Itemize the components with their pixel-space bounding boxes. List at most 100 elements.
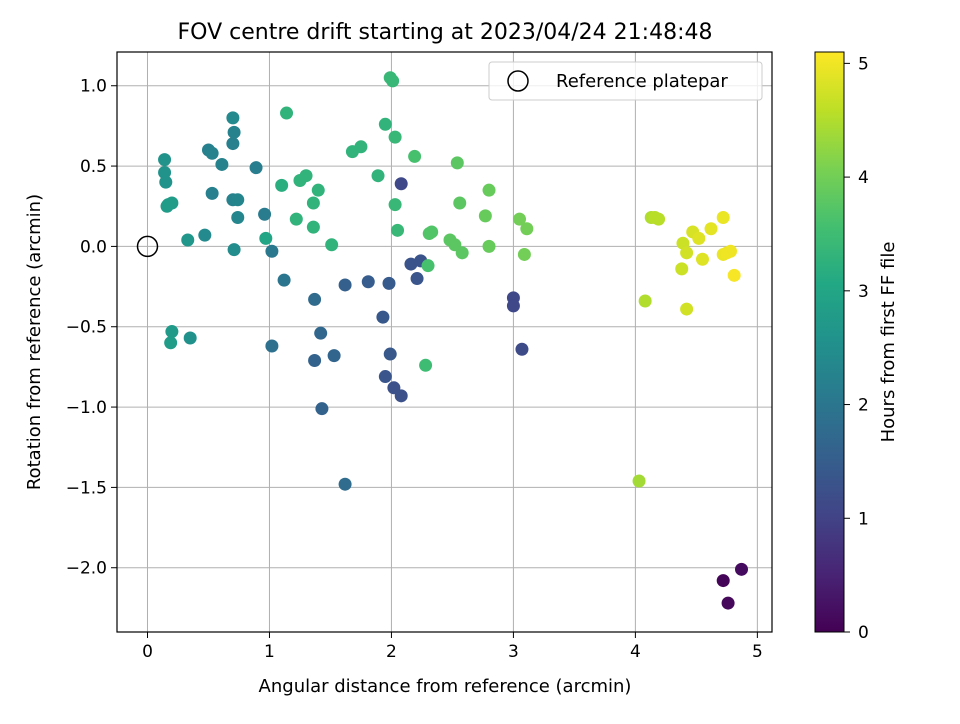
y-tick-label: 0.0 — [80, 237, 107, 257]
data-point — [716, 574, 730, 588]
data-point — [724, 244, 738, 258]
data-point — [327, 349, 341, 363]
x-tick-label: 1 — [264, 642, 275, 662]
data-point — [354, 140, 368, 154]
data-point — [299, 169, 313, 183]
colorbar-tick-label: 2 — [858, 396, 869, 416]
y-tick-label: −2.0 — [66, 559, 107, 579]
data-point — [675, 262, 689, 276]
data-point — [680, 302, 694, 316]
data-point — [311, 183, 325, 197]
data-point — [205, 146, 219, 160]
y-tick-label: −1.5 — [66, 478, 107, 498]
data-point — [371, 169, 385, 183]
data-point — [227, 243, 241, 257]
data-point — [652, 212, 666, 226]
data-point — [388, 198, 402, 212]
data-point — [735, 562, 749, 576]
data-point — [378, 117, 392, 131]
data-point — [306, 196, 320, 210]
data-point — [513, 212, 527, 226]
chart-title: FOV centre drift starting at 2023/04/24 … — [178, 20, 713, 45]
colorbar-tick-label: 5 — [858, 54, 869, 74]
data-point — [226, 137, 240, 151]
x-tick-label: 5 — [752, 642, 763, 662]
y-axis-label: Rotation from reference (arcmin) — [24, 194, 45, 490]
colorbar-tick-label: 0 — [858, 623, 869, 643]
data-point — [704, 222, 718, 236]
data-point — [453, 196, 467, 210]
data-point — [277, 273, 291, 287]
data-point — [158, 165, 172, 179]
data-point — [231, 210, 245, 224]
data-point — [215, 157, 229, 171]
data-point — [165, 196, 179, 210]
data-point — [382, 276, 396, 290]
data-point — [391, 223, 405, 237]
data-point — [159, 175, 173, 189]
y-tick-label: −1.0 — [66, 398, 107, 418]
data-point — [506, 299, 520, 313]
data-point — [421, 259, 435, 273]
colorbar-label: Hours from first FF file — [878, 242, 899, 443]
data-point — [515, 342, 529, 356]
x-tick-label: 2 — [386, 642, 397, 662]
colorbar-gradient — [814, 51, 845, 633]
data-point — [265, 244, 279, 258]
data-point — [308, 353, 322, 367]
data-point — [394, 177, 408, 191]
data-point — [314, 326, 328, 340]
data-point — [183, 331, 197, 345]
data-point — [280, 106, 294, 120]
y-tick-label: −0.5 — [66, 318, 107, 338]
colorbar-tick-label: 1 — [858, 509, 869, 529]
data-point — [289, 212, 303, 226]
grid-lines — [117, 52, 772, 632]
data-point — [259, 231, 273, 245]
data-point — [455, 246, 469, 260]
data-point — [181, 233, 195, 247]
data-point — [517, 247, 531, 261]
x-axis-label: Angular distance from reference (arcmin) — [259, 676, 632, 697]
data-point — [158, 153, 172, 167]
data-point — [265, 339, 279, 353]
colorbar: 0 1 2 3 4 5 Hours from first FF file — [814, 51, 899, 643]
legend: Reference platepar — [488, 61, 763, 101]
data-point — [716, 210, 730, 224]
y-tick-label: 0.5 — [80, 157, 107, 177]
data-point — [325, 238, 339, 252]
data-point — [450, 156, 464, 170]
data-point — [482, 183, 496, 197]
y-axis-ticks: −2.0 −1.5 −1.0 −0.5 0.0 0.5 1.0 — [66, 77, 117, 579]
data-point — [249, 161, 263, 175]
data-point — [226, 111, 240, 125]
x-tick-label: 0 — [142, 642, 153, 662]
colorbar-tick-label: 4 — [858, 168, 869, 188]
data-point — [231, 193, 245, 207]
data-point — [419, 358, 433, 372]
data-point — [482, 239, 496, 253]
data-point — [680, 246, 694, 260]
x-tick-label: 4 — [630, 642, 641, 662]
data-point — [227, 125, 241, 139]
data-point — [692, 231, 706, 245]
legend-box — [488, 61, 763, 101]
data-point — [425, 225, 439, 239]
data-point — [695, 252, 709, 266]
data-point — [387, 381, 401, 395]
data-point — [338, 477, 352, 491]
data-point — [376, 310, 390, 324]
data-point — [386, 74, 400, 88]
x-axis-ticks: 0 1 2 3 4 5 — [142, 632, 763, 662]
data-point — [383, 347, 397, 361]
data-point — [198, 228, 212, 242]
data-point — [408, 149, 422, 163]
data-point — [258, 207, 272, 221]
colorbar-tick-label: 3 — [858, 282, 869, 302]
data-point — [275, 178, 289, 192]
data-point — [478, 209, 492, 223]
data-point — [632, 474, 646, 488]
data-point — [520, 222, 534, 236]
data-points — [136, 71, 749, 610]
